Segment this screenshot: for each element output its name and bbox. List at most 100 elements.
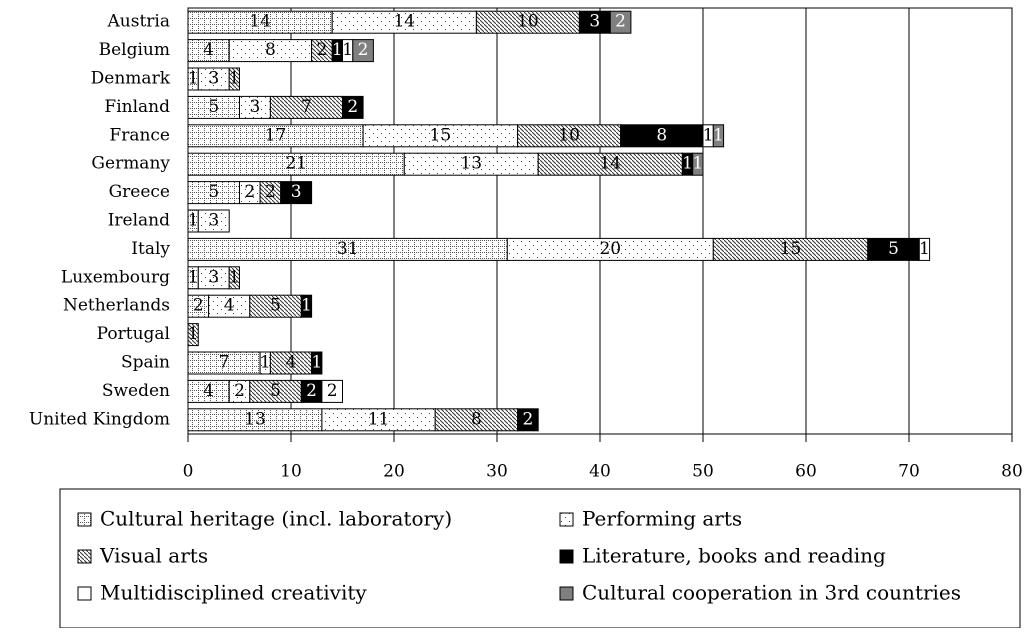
bar-segment (692, 152, 704, 176)
data-label: 15 (430, 125, 452, 145)
bar-segment (609, 10, 632, 34)
data-label: 20 (599, 239, 621, 259)
bar-segment (280, 181, 313, 205)
data-label: 13 (244, 409, 266, 429)
data-label: 2 (347, 97, 358, 117)
x-tick-label: 30 (486, 462, 508, 482)
data-label: 2 (358, 40, 369, 60)
data-label: 2 (306, 381, 317, 401)
data-label: 1 (713, 125, 724, 145)
legend-label: Multidisciplined creativity (100, 581, 367, 605)
y-tick-label: Ireland (108, 211, 170, 231)
bar-segment (342, 95, 364, 119)
y-tick-label: Finland (104, 97, 170, 117)
x-tick-label: 20 (383, 462, 405, 482)
x-tick-label: 70 (898, 462, 920, 482)
data-label: 1 (342, 40, 353, 60)
y-tick-label: Spain (121, 353, 170, 373)
data-label: 5 (270, 296, 281, 316)
legend-swatch (559, 512, 574, 527)
bar-segment (300, 294, 313, 318)
data-label: 5 (208, 182, 219, 202)
data-label: 4 (286, 353, 297, 373)
data-label: 8 (656, 125, 667, 145)
y-tick-label: Germany (91, 154, 170, 174)
data-label: 1 (229, 267, 240, 287)
data-label: 1 (682, 154, 693, 174)
x-tick-label: 40 (589, 462, 611, 482)
y-tick-label: Italy (131, 239, 170, 259)
data-label: 2 (193, 296, 204, 316)
data-label: 1 (188, 324, 199, 344)
bar-segment (712, 124, 725, 148)
y-tick-label: Greece (109, 182, 170, 202)
data-label: 1 (692, 154, 703, 174)
data-label: 1 (260, 353, 271, 373)
legend-label: Cultural heritage (incl. laboratory) (100, 507, 452, 531)
data-label: 3 (589, 12, 600, 32)
x-tick-label: 10 (280, 462, 302, 482)
bar-segment (517, 408, 539, 432)
data-label: 5 (888, 239, 899, 259)
data-label: 3 (250, 97, 261, 117)
data-label: 10 (558, 125, 580, 145)
bar-segment (352, 39, 374, 63)
y-tick-label: Netherlands (63, 296, 170, 316)
data-label: 3 (208, 69, 219, 89)
x-tick-label: 0 (183, 462, 194, 482)
y-tick-label: Portugal (97, 324, 170, 344)
data-label: 13 (460, 154, 482, 174)
x-tick-label: 50 (692, 462, 714, 482)
data-label: 1 (311, 353, 322, 373)
data-label: 4 (203, 381, 214, 401)
x-tick-label: 80 (1001, 462, 1023, 482)
data-label: 14 (393, 12, 415, 32)
data-label: 1 (188, 69, 199, 89)
bar-segment (187, 323, 199, 347)
data-label: 14 (249, 12, 271, 32)
bar-segment (197, 209, 230, 233)
y-tick-label: United Kingdom (29, 409, 170, 429)
data-label: 8 (265, 40, 276, 60)
data-label: 1 (188, 211, 199, 231)
data-label: 15 (780, 239, 802, 259)
y-tick-label: France (109, 125, 170, 145)
y-tick-label: Sweden (102, 381, 170, 401)
data-label: 21 (285, 154, 307, 174)
data-label: 2 (522, 409, 533, 429)
bar-segment (918, 237, 931, 261)
data-label: 8 (471, 409, 482, 429)
data-label: 4 (224, 296, 235, 316)
data-label: 1 (229, 69, 240, 89)
data-label: 1 (703, 125, 714, 145)
y-tick-label: Austria (107, 12, 170, 32)
legend-label: Performing arts (582, 507, 742, 531)
data-label: 1 (332, 40, 343, 60)
data-label: 2 (327, 381, 338, 401)
data-label: 31 (337, 239, 359, 259)
data-label: 17 (265, 125, 287, 145)
data-label: 3 (291, 182, 302, 202)
data-label: 2 (615, 12, 626, 32)
data-label: 1 (188, 267, 199, 287)
legend-swatch (77, 586, 92, 601)
data-label: 1 (919, 239, 930, 259)
bar-segment (321, 379, 343, 403)
data-label: 11 (368, 409, 390, 429)
data-label: 14 (599, 154, 621, 174)
legend-swatch (77, 512, 92, 527)
data-label: 3 (208, 267, 219, 287)
legend-label: Literature, books and reading (582, 544, 886, 568)
data-label: 2 (244, 182, 255, 202)
data-label: 2 (316, 40, 327, 60)
data-label: 4 (203, 40, 214, 60)
data-label: 1 (301, 296, 312, 316)
bar-segment (228, 266, 240, 290)
legend-label: Visual arts (99, 544, 208, 568)
data-label: 10 (517, 12, 539, 32)
data-label: 5 (208, 97, 219, 117)
data-label: 2 (234, 381, 245, 401)
legend-label: Cultural cooperation in 3rd countries (582, 581, 961, 605)
data-label: 7 (301, 97, 312, 117)
y-tick-label: Luxembourg (61, 267, 170, 287)
